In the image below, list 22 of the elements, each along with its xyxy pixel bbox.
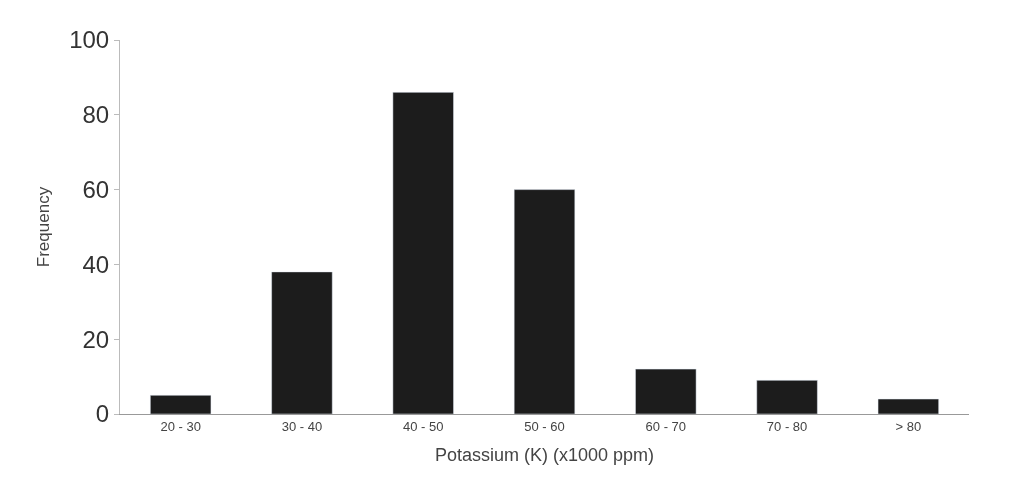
bar bbox=[150, 395, 212, 414]
x-tick-label: > 80 bbox=[895, 418, 922, 434]
bar bbox=[392, 92, 454, 414]
y-tick-label: 60 bbox=[82, 176, 110, 203]
bar bbox=[635, 368, 697, 414]
y-tick-label: 100 bbox=[69, 26, 110, 54]
x-axis-title: Potassium (K) (x1000 ppm) bbox=[434, 444, 655, 465]
x-tick-label: 60 - 70 bbox=[645, 418, 687, 434]
x-tick-label: 30 - 40 bbox=[281, 418, 323, 434]
y-tick-label: 40 bbox=[82, 250, 110, 278]
y-tick-label: 80 bbox=[82, 101, 110, 129]
x-tick-label: 50 - 60 bbox=[524, 418, 565, 434]
y-axis-title: Frequency bbox=[33, 186, 53, 268]
y-tick-label: 20 bbox=[82, 325, 110, 353]
bar bbox=[513, 189, 576, 414]
x-tick-label: 70 - 80 bbox=[766, 418, 808, 434]
x-tick-label: 20 - 30 bbox=[160, 418, 201, 434]
y-tick-label: 0 bbox=[95, 400, 110, 428]
bar bbox=[877, 398, 939, 414]
bar bbox=[756, 380, 818, 414]
bar bbox=[271, 271, 333, 414]
x-tick-label: 40 - 50 bbox=[402, 418, 444, 434]
